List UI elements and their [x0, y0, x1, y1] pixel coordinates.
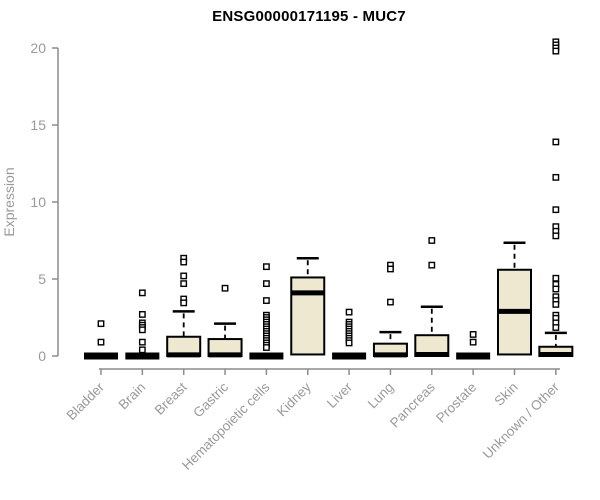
x-tick-label-kidney: Kidney — [274, 379, 314, 419]
outlier-point-breast — [180, 272, 188, 280]
outlier-point-hematopoietic-cells — [263, 280, 270, 288]
outlier-point-prostate — [469, 331, 477, 338]
outlier-point-unknown-other — [552, 301, 560, 308]
outlier-point-breast — [180, 258, 188, 266]
outlier-point-unknown-other — [552, 285, 560, 293]
collapsed-box-liver — [332, 352, 367, 360]
outlier-point-unknown-other — [552, 173, 560, 181]
y-tick-label: 15 — [30, 117, 46, 133]
y-tick-label: 20 — [30, 40, 46, 56]
outlier-point-hematopoietic-cells — [263, 297, 270, 304]
outlier-point-bladder — [97, 320, 105, 328]
outlier-point-unknown-other — [552, 324, 560, 331]
outlier-point-hematopoietic-cells — [263, 344, 270, 351]
x-tick-label-pancreas: Pancreas — [387, 379, 438, 430]
y-axis-label: Expression — [1, 167, 17, 236]
outlier-point-brain — [138, 346, 146, 354]
collapsed-box-hematopoietic-cells — [249, 352, 284, 360]
outlier-point-gastric — [221, 284, 229, 292]
outlier-point-breast — [180, 299, 188, 307]
outlier-point-brain — [138, 311, 146, 318]
outlier-point-breast — [180, 280, 188, 288]
outlier-point-pancreas — [428, 237, 436, 244]
chart-title: ENSG00000171195 - MUC7 — [212, 8, 406, 25]
collapsed-box-bladder — [84, 352, 118, 360]
x-tick-label-skin: Skin — [491, 380, 520, 409]
x-tick-label-breast: Breast — [152, 379, 190, 417]
outlier-point-bladder — [97, 338, 105, 346]
box-kidney — [290, 276, 326, 356]
x-tick-label-gastric: Gastric — [190, 379, 231, 420]
x-tick-label-liver: Liver — [324, 379, 356, 411]
outlier-point-brain — [138, 289, 146, 297]
outlier-point-liver — [345, 308, 353, 316]
outlier-point-liver — [345, 339, 353, 347]
outlier-point-lung — [387, 265, 394, 273]
collapsed-box-brain — [125, 352, 160, 360]
outlier-point-brain — [138, 338, 146, 346]
outlier-point-unknown-other — [552, 206, 560, 214]
x-tick-label-prostate: Prostate — [433, 380, 479, 426]
x-tick-label-brain: Brain — [116, 380, 149, 413]
outlier-point-prostate — [469, 338, 477, 346]
y-tick-label: 10 — [30, 194, 46, 210]
outlier-point-lung — [387, 298, 394, 306]
y-tick-label: 5 — [38, 271, 46, 287]
outlier-point-pancreas — [428, 261, 436, 269]
collapsed-box-prostate — [456, 352, 491, 360]
x-tick-label-unknown-other: Unknown / Other — [480, 379, 563, 462]
outlier-point-brain — [138, 326, 146, 334]
outlier-point-unknown-other — [552, 47, 560, 55]
y-tick-label: 0 — [38, 348, 46, 364]
x-tick-label-lung: Lung — [365, 380, 397, 412]
outlier-point-unknown-other — [552, 232, 560, 240]
x-tick-label-bladder: Bladder — [64, 379, 108, 423]
outlier-point-hematopoietic-cells — [263, 263, 270, 271]
outlier-point-unknown-other — [552, 274, 560, 282]
outlier-point-unknown-other — [552, 138, 560, 146]
